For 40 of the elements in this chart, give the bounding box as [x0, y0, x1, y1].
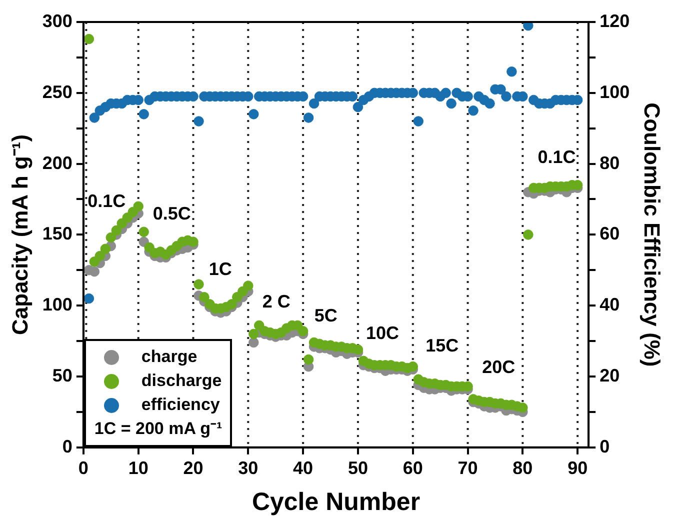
y2-tick-label: 120	[600, 10, 630, 31]
x-tick-label: 10	[128, 458, 148, 478]
y2-tick-label: 100	[600, 82, 630, 102]
y2-tick-label: 60	[600, 224, 620, 244]
x-tick-label: 70	[458, 458, 478, 478]
x-tick-label: 40	[293, 458, 314, 478]
x-tick-label: 80	[512, 458, 533, 478]
x-axis-title: Cycle Number	[252, 488, 420, 516]
x-tick-label: 0	[78, 458, 88, 478]
y-tick-label: 200	[42, 152, 72, 173]
y2-tick-label: 80	[600, 152, 620, 173]
y-axis-title: Capacity (mA h g⁻¹)	[7, 134, 32, 335]
y-tick-label: 50	[52, 365, 72, 386]
x-tick-label: 60	[402, 458, 423, 478]
legend-label: discharge	[141, 370, 222, 392]
annotation: 5C	[314, 305, 338, 326]
y2-axis-title: Coulombic Efficiency (%)	[640, 102, 665, 367]
x-tick-label: 50	[348, 458, 368, 478]
legend-label: charge	[141, 346, 198, 368]
annotation: 15C	[426, 336, 459, 356]
annotation: 1C = 200 mA g⁻¹	[94, 418, 222, 440]
annotation: 1C	[208, 258, 232, 279]
annotation: 0.1C	[538, 147, 576, 168]
x-tick-label: 90	[568, 458, 588, 478]
y2-tick-label: 40	[600, 294, 620, 315]
annotation: 10C	[366, 322, 399, 343]
y-tick-label: 250	[42, 82, 72, 102]
y-tick-label: 150	[42, 224, 72, 244]
x-tick-label: 20	[183, 458, 204, 478]
y2-tick-label: 0	[600, 436, 610, 456]
legend-label: efficiency	[141, 394, 220, 416]
y-tick-label: 100	[42, 294, 72, 315]
annotation: 2 C	[262, 292, 290, 312]
annotation: 0.1C	[88, 190, 126, 211]
x-tick-label: 30	[238, 458, 258, 478]
y2-tick-label: 20	[600, 365, 620, 386]
annotation: 0.5C	[152, 204, 191, 224]
annotation: 20C	[482, 356, 516, 377]
y-tick-label: 300	[42, 10, 72, 31]
y-tick-label: 0	[62, 436, 72, 456]
